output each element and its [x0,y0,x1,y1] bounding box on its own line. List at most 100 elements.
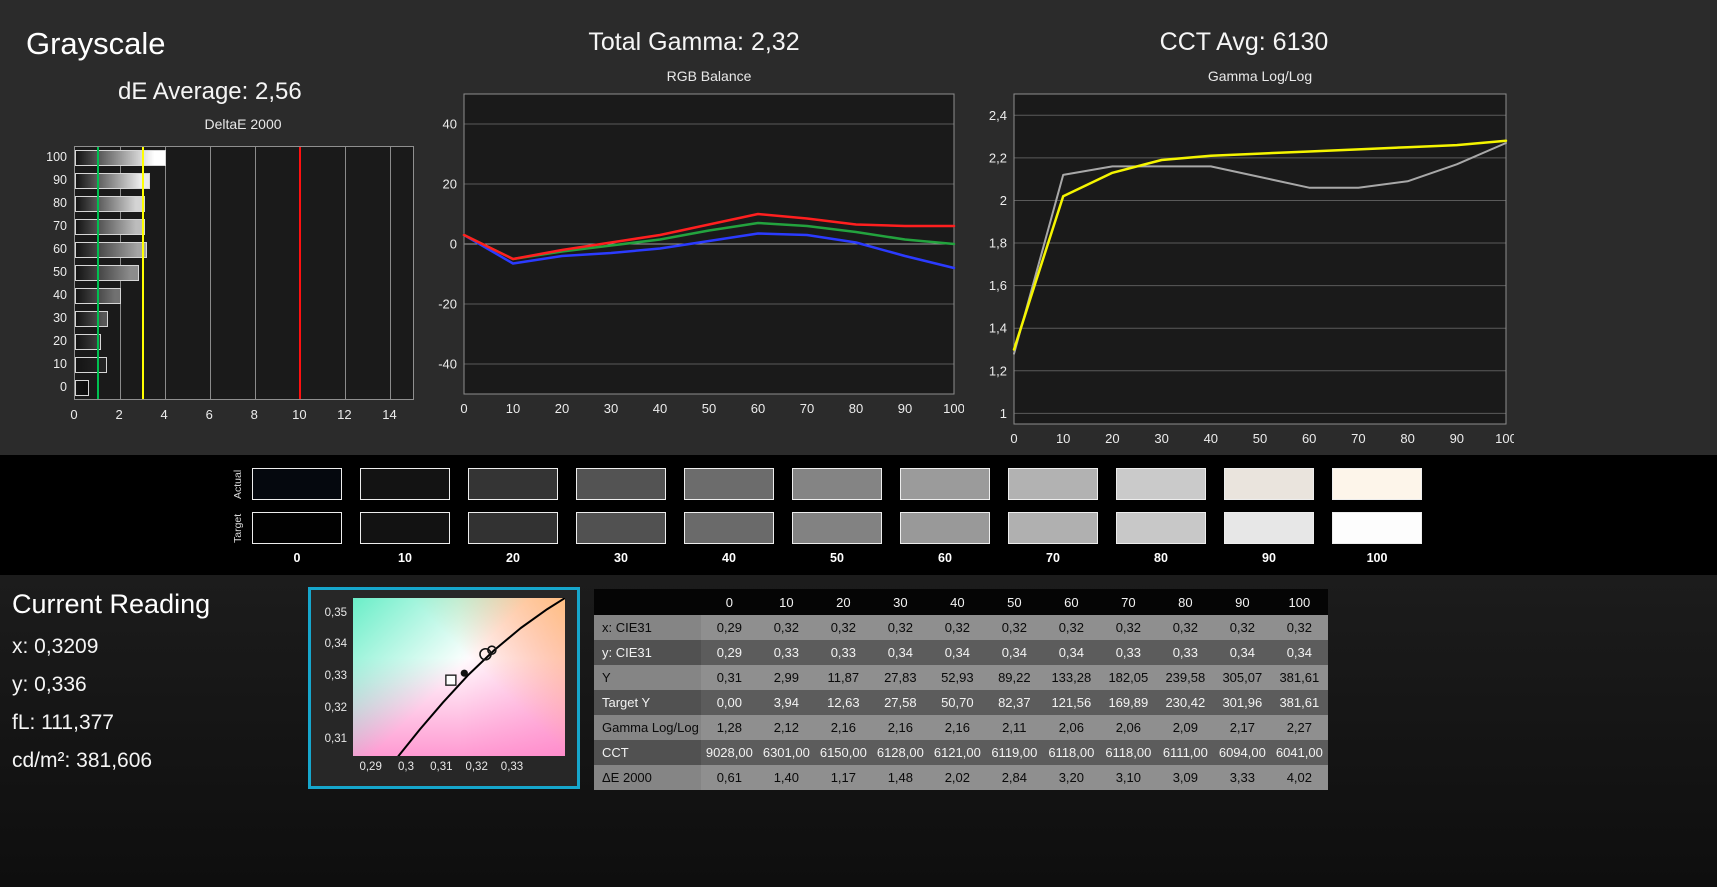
cie-chromaticity-plot [353,598,565,756]
target-swatch-80 [1116,512,1206,544]
table-cell: 4,02 [1270,765,1328,790]
table-column-header: 40 [928,589,986,615]
deltae-x-tick-label: 4 [160,407,168,422]
table-cell: 6119,00 [985,740,1043,765]
table-cell: 0,34 [1042,640,1100,665]
series-line-measured-gamma [1013,142,1507,355]
table-column-header: 0 [700,589,758,615]
actual-swatch-80 [1116,468,1206,500]
cct-avg-label: CCT Avg: 6130 [1159,28,1329,56]
actual-swatch-100 [1332,468,1422,500]
deltae-reference-line-green-target [96,147,99,399]
table-cell: 50,70 [928,690,986,715]
cie-overlay [397,598,565,756]
grayscale-swatch-strip: Actual Target 0 10 20 30 40 50 60 70 80 90 100 [0,455,1717,575]
deltae-bar-30 [75,310,109,327]
table-cell: 2,12 [757,715,815,740]
x-tick-label: 60 [1302,431,1316,446]
table-column-header: 20 [814,589,872,615]
table-cell: 381,61 [1270,690,1328,715]
table-cell: 0,33 [1099,640,1157,665]
cie-x-tick-label: 0,32 [465,761,488,773]
table-row-label: Target Y [594,690,701,715]
table-column-header: 10 [757,589,815,615]
deltae-gridline [344,147,346,399]
table-cell: 2,11 [985,715,1043,740]
x-tick-label: 60 [751,401,765,416]
swatch-column-label: 100 [1366,551,1388,565]
table-cell: 230,42 [1156,690,1214,715]
deltae-bar-50 [75,265,139,281]
deltae-bar-70 [75,219,145,236]
gamma-chart-panel[interactable]: Gamma Log/Log 2,4 2,2 2 1,8 1,6 1,4 1,2 1 0 10 20 3… [974,68,1514,450]
cie-x-tick-label: 0,33 [500,761,524,773]
rgb-balance-plot: 40 20 0 -20 -40 0 10 20 30 40 50 60 70 80 90 100 [438,93,964,416]
table-cell: 1,48 [871,765,929,790]
deltae-bar-80 [75,196,145,213]
y-tick-label: 1,2 [989,363,1007,378]
deltae-x-tick-label: 14 [382,407,397,422]
y-tick-label: 2,4 [989,108,1007,123]
measurement-marker [487,645,497,655]
deltae-chart-title: DeltaE 2000 [204,116,282,132]
table-cell: 2,99 [757,665,815,690]
target-swatch-40 [684,512,774,544]
table-cell: 27,58 [871,690,929,715]
deltae-x-tick-label: 2 [115,407,123,422]
deltae-chart-panel[interactable]: DeltaE 2000 0 2 4 6 8 10 12 14 100 90 80 70 60 50 40 30… [36,116,421,428]
rgb-balance-chart-panel[interactable]: RGB Balance 40 20 0 -20 -40 0 10 20 30 40 50 60 70 80… [424,68,964,440]
table-cell: 305,07 [1213,665,1271,690]
deltae-bar-90 [75,173,151,190]
table-column-header: 100 [1270,589,1328,615]
table-cell: 3,09 [1156,765,1214,790]
table-cell: 1,40 [757,765,815,790]
deltae-x-tick-label: 10 [292,407,307,422]
table-cell: 0,34 [985,640,1043,665]
deltae-y-tick-label: 20 [53,333,67,348]
table-cell: 2,02 [928,765,986,790]
bottom-section: Current Reading x: 0,3209 y: 0,336 fL: 1… [0,575,1717,887]
x-tick-label: 70 [1351,431,1365,446]
x-tick-label: 10 [506,401,520,416]
table-cell: 0,34 [1213,640,1271,665]
x-tick-label: 30 [1154,431,1168,446]
actual-swatch-0 [252,468,342,500]
swatch-column-label: 90 [1262,551,1276,565]
table-cell: 82,37 [985,690,1043,715]
deltae-y-tick-label: 40 [53,287,67,302]
table-row: x: CIE31 0,29 0,32 0,32 0,32 0,32 0,32 0,32 0,32… [594,615,1328,640]
table-row: Gamma Log/Log 1,28 2,12 2,16 2,16 2,16 2,11 2,0… [594,715,1328,740]
table-row: y: CIE31 0,29 0,33 0,33 0,34 0,34 0,34 0,34 0,33… [594,640,1328,665]
table-cell: 3,10 [1099,765,1157,790]
y-tick-label: 1,6 [989,278,1007,293]
actual-swatch-70 [1008,468,1098,500]
y-tick-label: 1,8 [989,236,1007,251]
deltae-y-tick-label: 30 [53,310,67,325]
x-tick-label: 100 [1495,431,1514,446]
table-cell: 0,29 [700,615,758,640]
table-header-row: 0 10 20 30 40 50 60 70 80 90 100 [594,589,1328,615]
table-cell: 0,00 [700,690,758,715]
deltae-chart-plot: 0 2 4 6 8 10 12 14 100 90 80 70 60 50 40 30 20 10 0 [36,138,421,428]
table-cell: 6121,00 [928,740,986,765]
table-cell: 169,89 [1099,690,1157,715]
x-tick-label: 50 [1253,431,1267,446]
daylight-locus-curve [397,598,565,756]
cie-chromaticity-panel[interactable]: 0,35 0,34 0,33 0,32 0,31 0,29 0,3 0,31 0,32 0,33 [308,587,580,789]
x-tick-label: 70 [800,401,814,416]
table-cell: 0,33 [814,640,872,665]
table-row-label: x: CIE31 [594,615,701,640]
y-tick-label: 2,2 [989,150,1007,165]
table-cell: 1,28 [700,715,758,740]
target-swatch-30 [576,512,666,544]
actual-swatch-60 [900,468,990,500]
cie-y-tick-label: 0,31 [324,733,347,746]
swatch-column-label: 60 [938,551,952,565]
table-row-label: y: CIE31 [594,640,701,665]
y-tick-label: -40 [438,357,457,372]
plot-background [1014,94,1506,424]
deltae-x-tick-label: 8 [250,407,258,422]
table-column-header [594,589,701,615]
x-tick-label: 10 [1056,431,1070,446]
